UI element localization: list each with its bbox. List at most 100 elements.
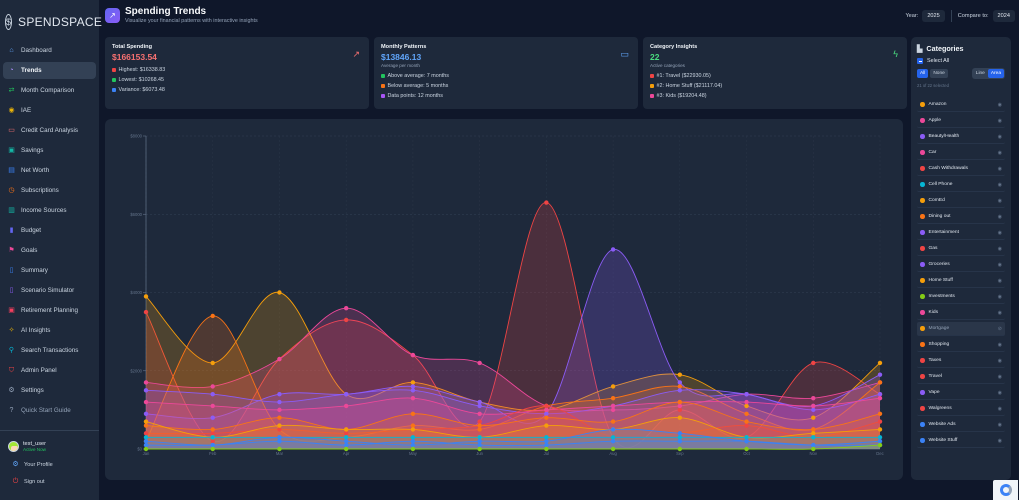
eye-icon[interactable]: ◉ [997, 213, 1002, 220]
eye-icon[interactable]: ◉ [997, 277, 1002, 284]
point-cell-phone [811, 435, 816, 440]
eye-icon[interactable]: ◉ [997, 293, 1002, 300]
card-stats: Above average: 7 months Below average: 5 … [381, 71, 631, 101]
eye-icon[interactable]: ◉ [997, 133, 1002, 140]
category-item-dining-out[interactable]: Dining out ◉ [917, 210, 1005, 224]
recaptcha-badge[interactable] [993, 480, 1018, 500]
eye-icon[interactable]: ◉ [997, 437, 1002, 444]
point-dining-out [744, 411, 749, 416]
category-item-amazon[interactable]: Amazon ◉ [917, 98, 1005, 112]
sidebar-item-search-transactions[interactable]: ⚲ Search Transactions [3, 342, 96, 359]
sidebar-item-trends[interactable]: ◔ Trends [3, 62, 96, 79]
sidebar-item-label: Savings [21, 147, 44, 154]
line-dining-out [145, 315, 881, 442]
category-item-comed[interactable]: ComEd ◉ [917, 194, 1005, 208]
point-investments [210, 446, 215, 452]
user-area: test_user Active Now ⚙ Your Profile ⏻ Si… [0, 430, 99, 486]
point-cell-phone [210, 435, 215, 440]
sidebar-item-label: Scenario Simulator [21, 287, 75, 294]
sidebar-item-scenario-simulator[interactable]: ▯ Scenario Simulator [3, 282, 96, 299]
sidebar-item-settings[interactable]: ⚙ Settings [3, 382, 96, 399]
eye-icon[interactable]: ◉ [997, 357, 1002, 364]
your-profile-link[interactable]: ⚙ Your Profile [8, 460, 91, 469]
category-item-website-ads[interactable]: Website Ads ◉ [917, 418, 1005, 432]
user-status: Active Now [23, 447, 46, 453]
category-item-travel[interactable]: Travel ◉ [917, 370, 1005, 384]
sidebar-item-label: IAE [21, 107, 32, 114]
sidebar-item-quick-start-guide[interactable]: ? Quick Start Guide [3, 402, 96, 419]
sidebar-item-budget[interactable]: ▮ Budget [3, 222, 96, 239]
category-item-cash-withdrawals[interactable]: Cash Withdrawals ◉ [917, 162, 1005, 176]
eye-icon[interactable]: ◉ [997, 165, 1002, 172]
card-stat-item: #3: Kids ($19204.48) [650, 91, 900, 101]
eye-icon[interactable]: ◉ [997, 341, 1002, 348]
sidebar-item-label: Search Transactions [21, 347, 79, 354]
eye-icon[interactable]: ◉ [997, 405, 1002, 412]
sidebar-item-summary[interactable]: ▯ Summary [3, 262, 96, 279]
trend-up-icon: ↗ [105, 7, 120, 23]
sidebar-item-admin-panel[interactable]: ⛉ Admin Panel [3, 362, 96, 379]
line-shopping [145, 401, 881, 431]
eye-icon[interactable]: ◉ [997, 101, 1002, 108]
category-item-apple[interactable]: Apple ◉ [917, 114, 1005, 128]
category-item-kids[interactable]: Kids ◉ [917, 306, 1005, 320]
card-stat-text: Below average: 5 months [387, 83, 449, 89]
category-item-walgreens[interactable]: Walgreens ◉ [917, 402, 1005, 416]
sidebar-item-month-comparison[interactable]: ⇄ Month Comparison [3, 82, 96, 99]
sidebar-item-iae[interactable]: ◉ IAE [3, 102, 96, 119]
eye-icon[interactable]: ◉ [997, 229, 1002, 236]
category-item-groceries[interactable]: Groceries ◉ [917, 258, 1005, 272]
sidebar-item-credit-card-analysis[interactable]: ▭ Credit Card Analysis [3, 122, 96, 139]
eye-icon[interactable]: ◉ [997, 149, 1002, 156]
category-name: Taxes [928, 358, 942, 363]
sidebar-item-goals[interactable]: ⚑ Goals [3, 242, 96, 259]
select-all-checkbox[interactable]: Select All [917, 58, 1005, 64]
sidebar-item-subscriptions[interactable]: ◷ Subscriptions [3, 182, 96, 199]
eye-off-icon[interactable]: ⊘ [997, 325, 1002, 332]
point-gas [277, 427, 282, 432]
sidebar-item-income-sources[interactable]: ▥ Income Sources [3, 202, 96, 219]
area-chart-button[interactable]: Area [987, 69, 1004, 78]
sidebar-item-net-worth[interactable]: ▤ Net Worth [3, 162, 96, 179]
user-info[interactable]: test_user Active Now [8, 441, 91, 452]
category-item-cell-phone[interactable]: Cell Phone ◉ [917, 178, 1005, 192]
category-item-gas[interactable]: Gas ◉ [917, 242, 1005, 256]
eye-icon[interactable]: ◉ [997, 373, 1002, 380]
spending-trends-chart: $0 $2000 $4000 $6000 $8000 Jan Feb Mar Apr May Jun… [105, 119, 903, 480]
eye-icon[interactable]: ◉ [997, 389, 1002, 396]
brand-logo[interactable]: $ SPENDSPACE [0, 0, 102, 36]
category-item-website-stuff[interactable]: Website Stuff ◉ [917, 434, 1005, 448]
eye-icon[interactable]: ◉ [997, 245, 1002, 252]
eye-icon[interactable]: ◉ [997, 117, 1002, 124]
compare-year-select[interactable]: 2024 [992, 10, 1015, 22]
category-item-shopping[interactable]: Shopping ◉ [917, 338, 1005, 352]
category-item-mortgage[interactable]: Mortgage ⊘ [917, 322, 1005, 336]
sign-out-link[interactable]: ⏻ Sign out [8, 477, 91, 486]
sidebar-item-ai-insights[interactable]: ✧ AI Insights [3, 322, 96, 339]
category-item-home-stuff[interactable]: Home Stuff ◉ [917, 274, 1005, 288]
eye-icon[interactable]: ◉ [997, 421, 1002, 428]
eye-icon[interactable]: ◉ [997, 181, 1002, 188]
category-color-dot [920, 438, 925, 443]
line-chart-button[interactable]: Line [975, 71, 985, 76]
eye-icon[interactable]: ◉ [997, 309, 1002, 316]
point-shopping [744, 419, 749, 424]
point-travel [343, 317, 349, 323]
sidebar-item-retirement-planning[interactable]: ▣ Retirement Planning [3, 302, 96, 319]
category-item-entertainment[interactable]: Entertainment ◉ [917, 226, 1005, 240]
eye-icon[interactable]: ◉ [997, 261, 1002, 268]
category-item-car[interactable]: Car ◉ [917, 146, 1005, 160]
select-all-button[interactable]: All [917, 69, 929, 78]
year-select[interactable]: 2025 [922, 10, 945, 22]
sidebar-item-dashboard[interactable]: ⌂ Dashboard [3, 42, 96, 59]
category-item-taxes[interactable]: Taxes ◉ [917, 354, 1005, 368]
category-item-investments[interactable]: Investments ◉ [917, 290, 1005, 304]
category-item-vape[interactable]: Vape ◉ [917, 386, 1005, 400]
eye-icon[interactable]: ◉ [997, 197, 1002, 204]
point-travel [210, 438, 215, 444]
category-item-beauty-health[interactable]: Beauty/Health ◉ [917, 130, 1005, 144]
sidebar-item-savings[interactable]: ▣ Savings [3, 142, 96, 159]
sidebar-nav: ⌂ Dashboard ◔ Trends ⇄ Month Comparison ◉ IAE ▭ C… [0, 42, 99, 419]
select-none-button[interactable]: None [930, 69, 948, 78]
x-tick-label: Jul [544, 451, 549, 456]
